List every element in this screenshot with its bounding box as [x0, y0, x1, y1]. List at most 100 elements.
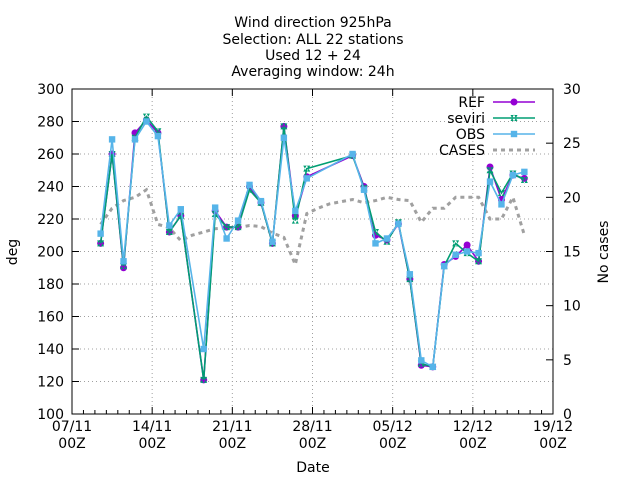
y2-axis-title: No cases [596, 221, 612, 284]
data-point-seviri [303, 165, 311, 173]
data-point-obs [498, 201, 505, 208]
y-tick-label: 300 [37, 82, 64, 98]
title-line-4: Averaging window: 24h [231, 64, 394, 80]
data-point-obs [463, 248, 471, 255]
x-tick-label-hour: 00Z [379, 436, 406, 452]
data-point-seviri [200, 376, 208, 384]
data-point-obs [475, 249, 482, 257]
data-point-obs [120, 258, 127, 265]
y2-tick-label: 5 [563, 353, 572, 369]
data-point-obs [223, 235, 230, 242]
data-point-obs [349, 150, 356, 158]
x-tick-label-hour: 00Z [58, 436, 85, 452]
data-point-obs [452, 251, 459, 258]
title-line-3: Used 12 + 24 [265, 48, 361, 64]
data-point-obs [406, 271, 414, 278]
x-tick-label-date: 05/12 [372, 419, 412, 435]
x-tick-label-date: 19/12 [533, 419, 573, 435]
legend-label-cases: CASES [439, 143, 485, 159]
x-tick-label-hour: 00Z [219, 436, 246, 452]
x-tick-label-date: 21/11 [212, 419, 252, 435]
series-line-cases [99, 187, 526, 270]
y-tick-label: 260 [37, 147, 64, 163]
data-point-seviri [97, 239, 105, 247]
data-point-obs [97, 230, 104, 237]
data-point-seviri [452, 239, 460, 247]
data-point-seviri [497, 189, 505, 197]
data-point-seviri [291, 217, 299, 225]
data-point-seviri [223, 223, 231, 231]
x-tick-label-date: 12/12 [453, 419, 493, 435]
legend-label-seviri: seviri [447, 111, 485, 127]
data-point-ref [520, 174, 528, 182]
x-tick-label-date: 07/11 [52, 419, 92, 435]
data-point-obs [211, 204, 219, 211]
legend-marker-ref [510, 98, 518, 106]
data-point-obs [280, 134, 288, 141]
x-axis-title: Date [296, 460, 329, 476]
data-point-obs [154, 132, 162, 140]
data-point-obs [429, 363, 436, 371]
data-point-seviri [520, 176, 528, 184]
data-point-obs [441, 262, 448, 270]
legend-label-ref: REF [458, 95, 485, 111]
gridlines [72, 89, 553, 414]
y-axis-title: deg [5, 239, 21, 265]
data-point-obs [269, 238, 276, 245]
x-tick-label-hour: 00Z [299, 436, 326, 452]
data-point-obs [372, 240, 379, 247]
x-tick-label-hour: 00Z [138, 436, 165, 452]
title-line-2: Selection: ALL 22 stations [222, 32, 403, 48]
y2-tick-label: 25 [563, 136, 581, 152]
x-tick-label-date: 14/11 [132, 419, 172, 435]
data-point-obs [418, 357, 425, 364]
legend-marker-seviri [510, 114, 518, 122]
data-point-obs [177, 206, 184, 213]
y-tick-label: 280 [37, 115, 64, 131]
x-tick-label-hour: 00Z [459, 436, 486, 452]
data-point-obs [486, 178, 494, 185]
y-tick-label: 100 [37, 407, 64, 423]
data-point-obs [292, 207, 299, 215]
legend-marker-obs [510, 130, 518, 138]
data-point-seviri [486, 166, 494, 174]
series-lines [97, 113, 528, 384]
y-tick-label: 200 [37, 245, 64, 261]
title-line-1: Wind direction 925hPa [234, 15, 391, 31]
data-point-obs [395, 220, 402, 228]
data-point-obs [200, 345, 207, 353]
data-point-seviri [234, 223, 242, 231]
data-point-obs [383, 235, 391, 242]
data-point-obs [509, 171, 517, 179]
data-point-ref [120, 264, 128, 272]
data-point-obs [257, 197, 265, 205]
data-point-obs [303, 175, 310, 182]
y2-tick-label: 0 [563, 407, 572, 423]
data-point-seviri [475, 257, 483, 265]
data-point-seviri [165, 228, 173, 236]
x-tick-label-hour: 00Z [539, 436, 566, 452]
data-point-obs [166, 222, 173, 229]
data-point-obs [143, 118, 150, 125]
data-point-obs [234, 217, 242, 224]
y2-tick-label: 10 [563, 299, 581, 315]
x-tick-label-date: 28/11 [292, 419, 332, 435]
legend-label-obs: OBS [456, 127, 485, 143]
data-point-obs [246, 181, 253, 189]
data-point-seviri [280, 122, 288, 130]
y-tick-label: 240 [37, 180, 64, 196]
y-tick-label: 220 [37, 212, 64, 228]
y2-tick-label: 20 [563, 190, 581, 206]
data-point-ref [463, 241, 471, 249]
data-point-obs [108, 136, 116, 143]
y2-tick-label: 30 [563, 82, 581, 98]
y2-tick-label: 15 [563, 245, 581, 261]
series-line-obs [99, 120, 525, 369]
data-point-obs [131, 136, 139, 143]
data-point-obs [360, 186, 368, 193]
y-tick-label: 180 [37, 277, 64, 293]
y-tick-label: 160 [37, 310, 64, 326]
y-tick-label: 120 [37, 375, 64, 391]
